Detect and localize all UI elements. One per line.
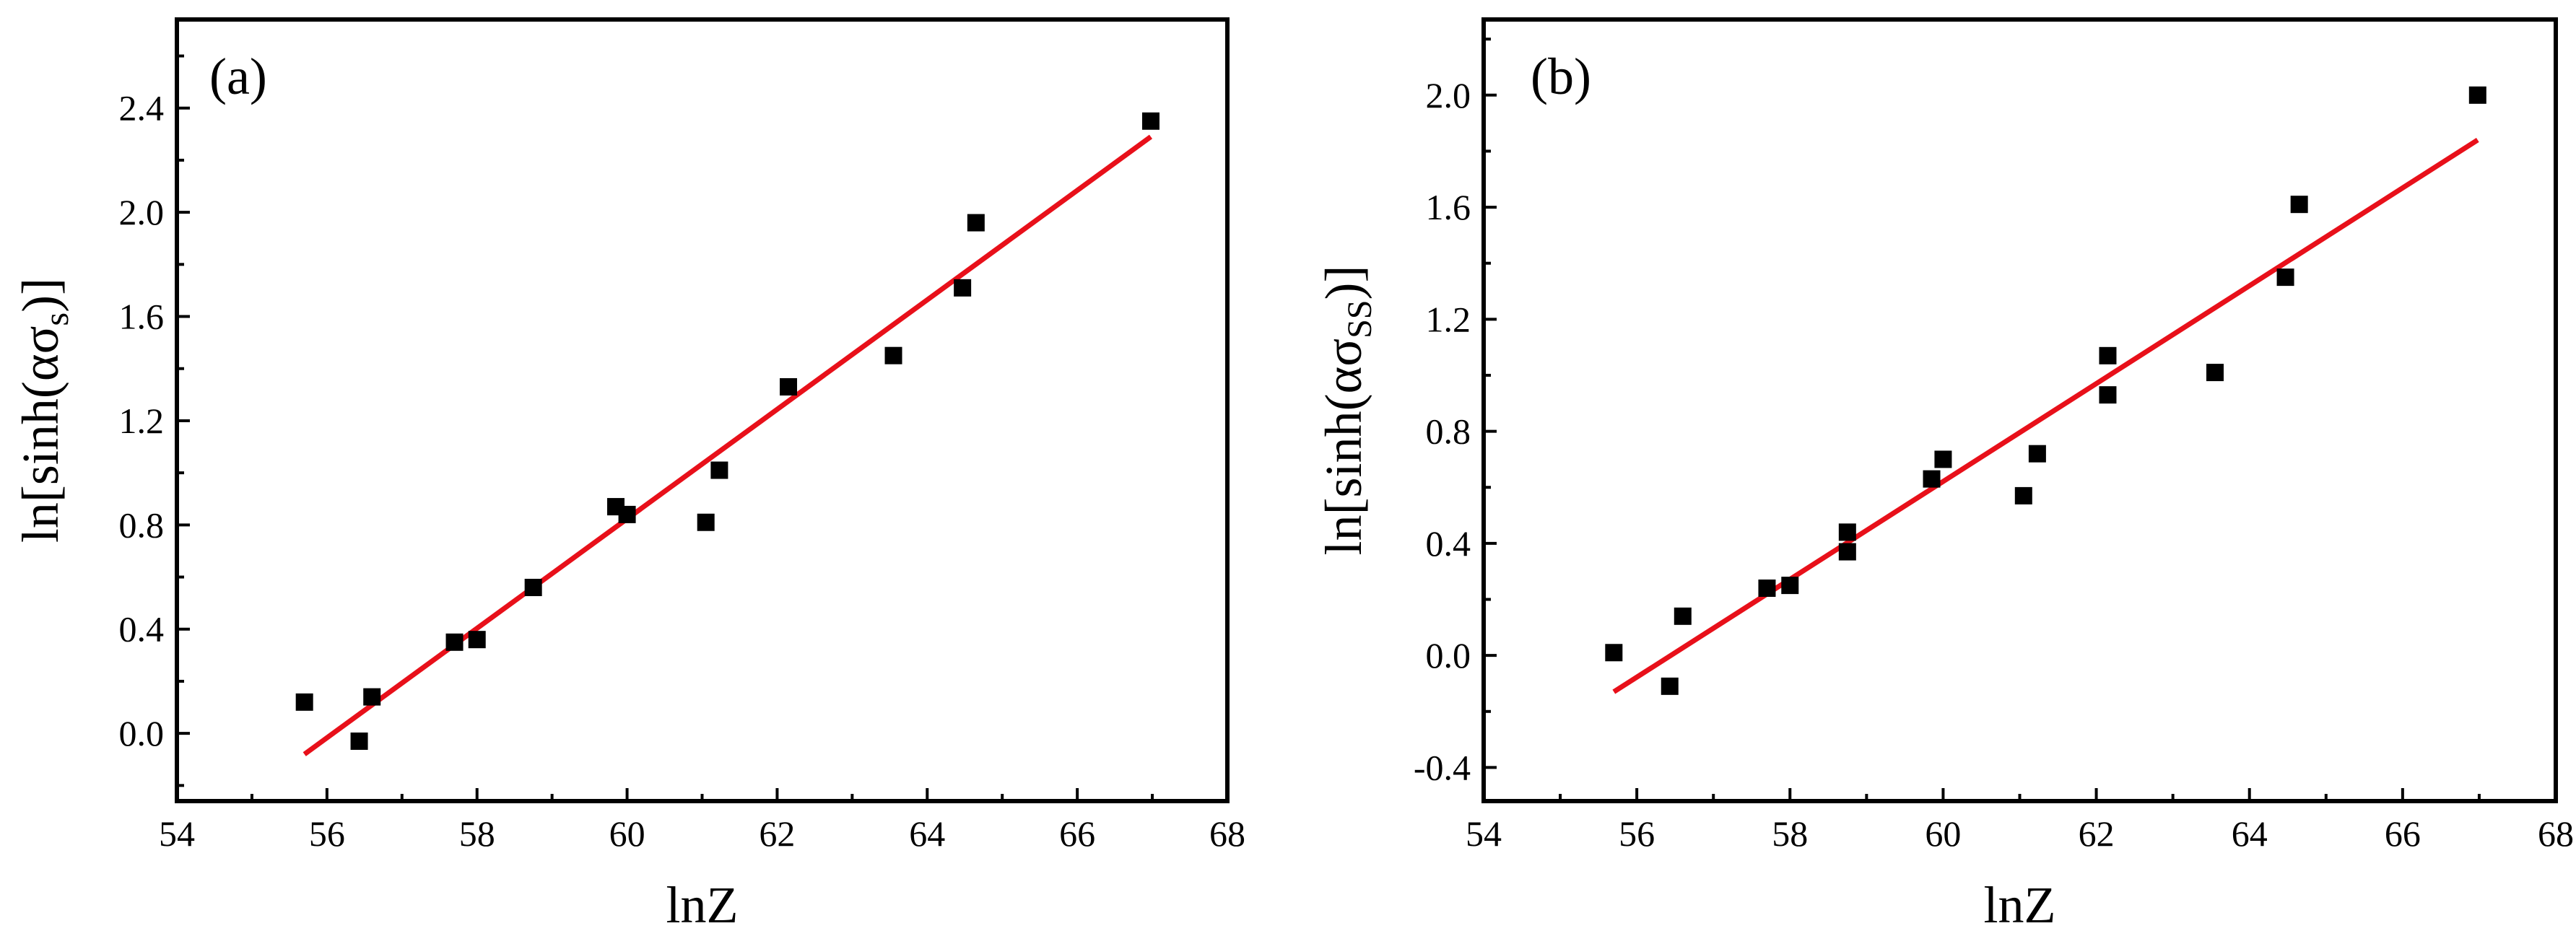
data-point [1661,677,1679,695]
data-point [2099,346,2117,364]
panel-a: 54 56 58 60 62 64 66 68 0.0 0.4 0.8 1.2 1.6 2.0 2.4 (a)… [12,17,1245,934]
data-point [1758,579,1776,597]
x-tick-label: 62 [2079,813,2115,854]
y-tick-label: 2.4 [119,88,165,128]
y-tick-label: -0.4 [1414,747,1471,787]
x-tick-label: 60 [609,813,645,854]
data-point [954,279,972,297]
x-tick-label: 64 [2232,813,2268,854]
data-point [2276,268,2294,287]
data-point [2014,486,2032,504]
x-tick-label: 66 [1059,813,1095,854]
x-tick-label: 58 [459,813,495,854]
x-tick-label: 54 [159,813,195,854]
y-tick-label: 0.4 [1426,523,1471,564]
data-point [1934,450,1952,468]
data-point [710,461,728,479]
x-tick-label: 62 [759,813,795,854]
fit-line [303,134,1153,756]
data-point [1923,470,1941,488]
panel-label: (b) [1531,48,1591,105]
data-point [2468,86,2486,104]
y-tick-label: 0.0 [119,713,165,753]
y-tick-label: 0.0 [1426,635,1471,676]
x-tick-label: 68 [2538,813,2574,854]
data-point [363,688,381,706]
y-tick-label: 1.2 [119,401,165,441]
data-point [1605,644,1623,662]
data-point [2099,386,2117,404]
x-tick-label: 58 [1772,813,1808,854]
data-point [780,378,798,396]
data-point [350,732,368,750]
y-tick-label: 0.8 [119,504,165,545]
data-point [2206,364,2224,382]
y-tick-label: 1.2 [1426,299,1471,339]
y-tick-label: 0.8 [1426,411,1471,452]
fit-line [1612,137,2479,694]
data-point [1141,112,1159,130]
data-point [618,505,636,523]
y-tick-label: 0.4 [119,609,165,650]
x-tick-label: 68 [1209,813,1245,854]
panel-b: 54 56 58 60 62 64 66 68 -0.4 0.0 0.4 0.8 1.2 1.6 2.0 (b… [1315,17,2574,934]
data-point [1838,523,1856,541]
x-axis-title: lnZ [666,876,739,934]
x-tick-label: 56 [309,813,345,854]
data-point [697,513,715,531]
data-point [884,346,902,364]
x-tick-label: 56 [1619,813,1655,854]
x-tick-label: 66 [2385,813,2421,854]
data-point [295,693,313,711]
data-point [2028,445,2046,463]
data-point [967,214,985,232]
x-axis-title: lnZ [1984,876,2056,934]
y-tick-label: 1.6 [1426,187,1471,227]
y-axis-title: ln[sinh(ασs)] [12,278,76,543]
plot-frame [175,17,1230,803]
panel-label: (a) [209,48,267,105]
data-point [468,631,486,649]
y-tick-label: 2.0 [1426,75,1471,115]
data-point [1838,543,1856,561]
data-point [445,633,464,651]
x-tick-label: 60 [1925,813,1961,854]
data-point [524,578,542,596]
plot-frame [1481,17,2558,803]
y-tick-label: 1.6 [119,297,165,337]
x-tick-label: 54 [1466,813,1502,854]
data-point [1674,607,1692,625]
data-point [1781,577,1799,595]
data-point [2290,196,2308,214]
x-tick-label: 64 [909,813,945,854]
y-axis-title: ln[sinh(ασSS)] [1315,266,1379,556]
y-tick-label: 2.0 [119,192,165,232]
